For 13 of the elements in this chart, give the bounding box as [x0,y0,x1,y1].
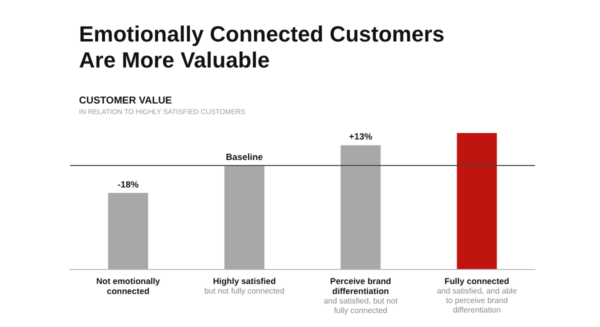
annotation: +13% [348,132,372,142]
bar [224,166,264,269]
x-tick-label: Highly satisfied but not fully connected [204,276,284,296]
bar [456,133,497,269]
annotation: -18% [118,179,139,190]
annotation: Baseline [226,152,263,162]
chart-subtitle: CUSTOMER VALUE [79,96,172,106]
x-tick-label: Fully connected and satisfied, and able to perceive brand differentiation [436,276,518,314]
bar [108,192,148,269]
x-tick-label: Not emotionally connected [96,276,160,296]
bar [340,145,381,269]
chart-title: Emotionally Connected Customers Are More Valuable [79,22,445,72]
x-tick-label: Perceive brand differentiation and satisfied, but not fully connected [324,276,398,315]
